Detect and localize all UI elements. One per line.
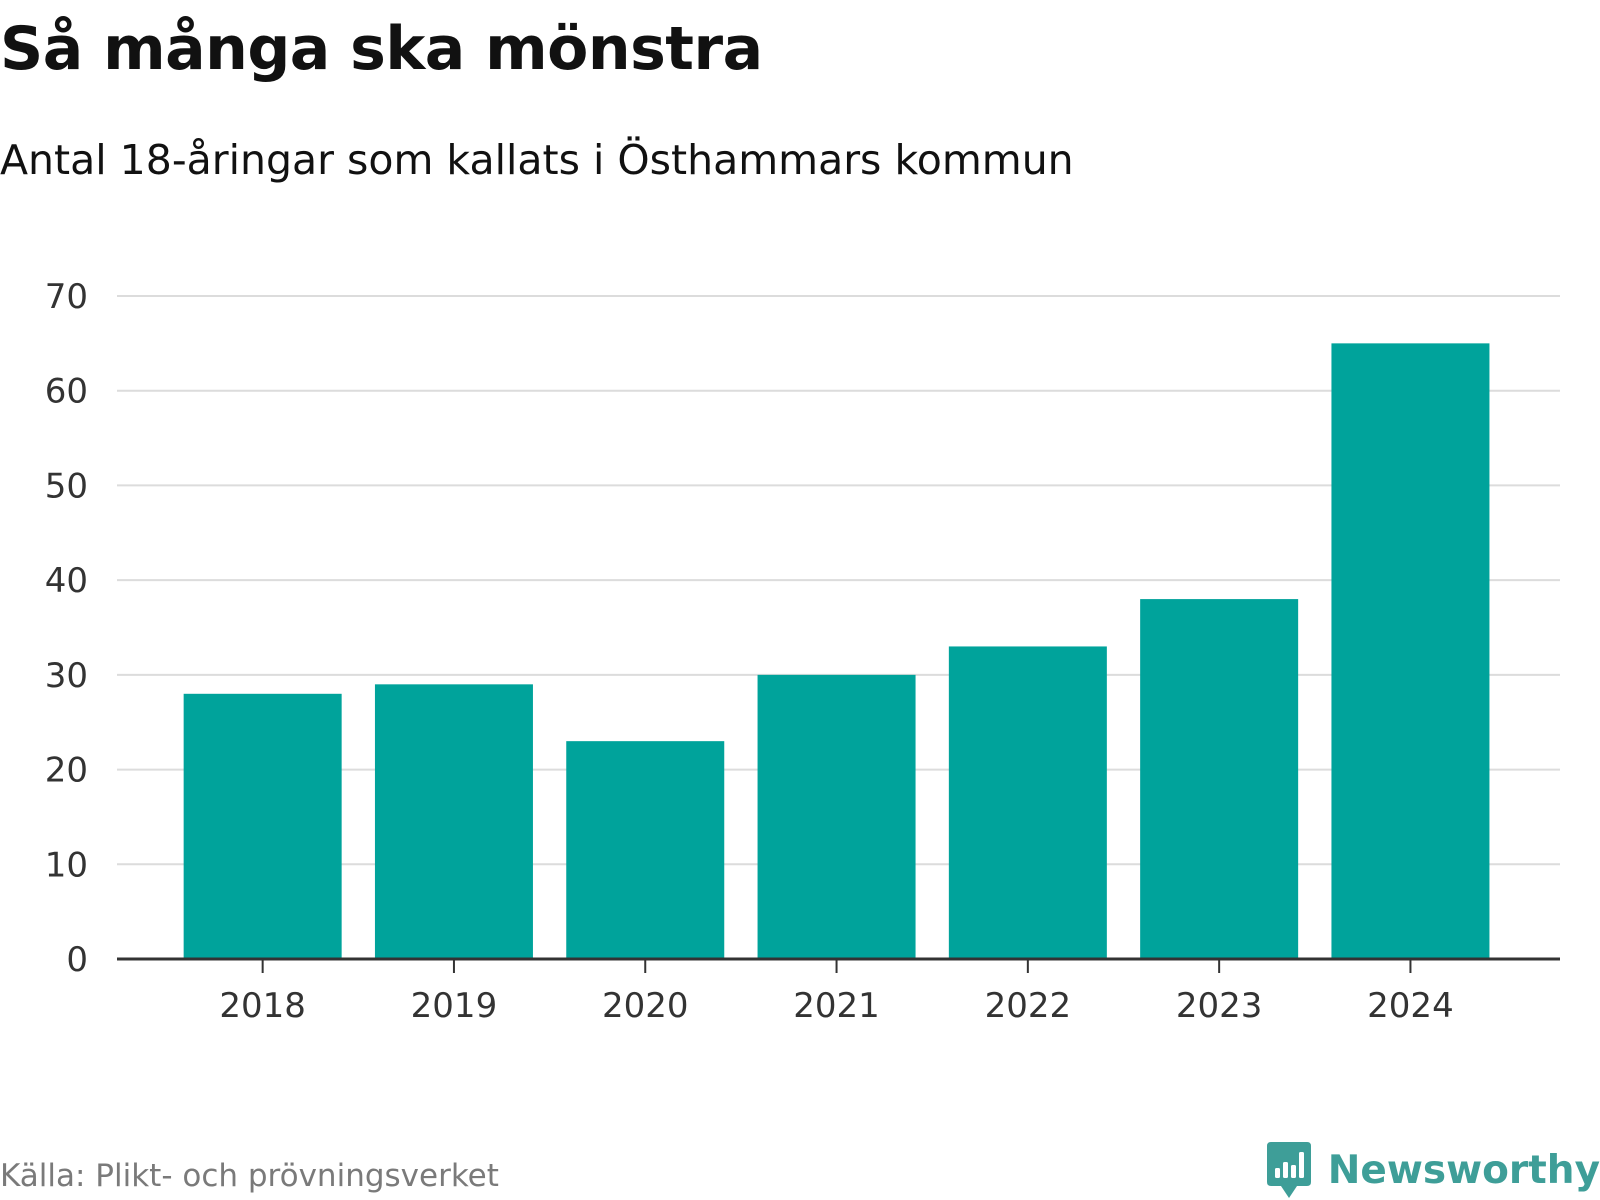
bar-2018 [183,693,342,959]
y-tick-label: 70 [45,277,88,317]
source-note: Källa: Plikt- och prövningsverket [0,1158,499,1194]
y-tick-label: 40 [45,561,88,601]
x-axis [117,957,1560,973]
bars [183,343,1490,959]
y-tick-label: 50 [45,466,88,506]
x-tick-label: 2018 [219,986,306,1026]
bar-2019 [374,684,533,959]
x-tick-label: 2023 [1176,986,1263,1026]
y-tick-label: 30 [45,656,88,696]
bar-2024 [1331,343,1490,959]
chart-title: Så många ska mönstra [0,14,763,84]
brand-name: Newsworthy [1327,1147,1600,1193]
y-tick-label: 60 [45,372,88,412]
x-tick-label: 2022 [985,986,1072,1026]
y-tick-labels: 0 10 20 30 40 50 60 70 [45,277,88,980]
x-tick-label: 2024 [1367,986,1454,1026]
y-tick-label: 10 [45,845,88,885]
brand-logo: Newsworthy [1264,1140,1600,1200]
bar-2022 [948,646,1107,959]
bar-chart-speech-bubble-icon [1266,1142,1311,1198]
bar-2020 [566,741,725,959]
x-tick-label: 2020 [602,986,689,1026]
bar-chart: 0 10 20 30 40 50 60 70 2018 2019 2020 2021 2022 2023… [45,277,1560,1026]
bar-2023 [1140,599,1299,959]
chart-subtitle: Antal 18-åringar som kallats i Östhammar… [0,136,1074,184]
y-tick-label: 0 [66,940,88,980]
x-tick-label: 2021 [793,986,880,1026]
bar-2021 [757,674,916,959]
x-tick-labels: 2018 2019 2020 2021 2022 2023 2024 [219,986,1453,1026]
x-tick-label: 2019 [411,986,498,1026]
y-tick-label: 20 [45,751,88,791]
